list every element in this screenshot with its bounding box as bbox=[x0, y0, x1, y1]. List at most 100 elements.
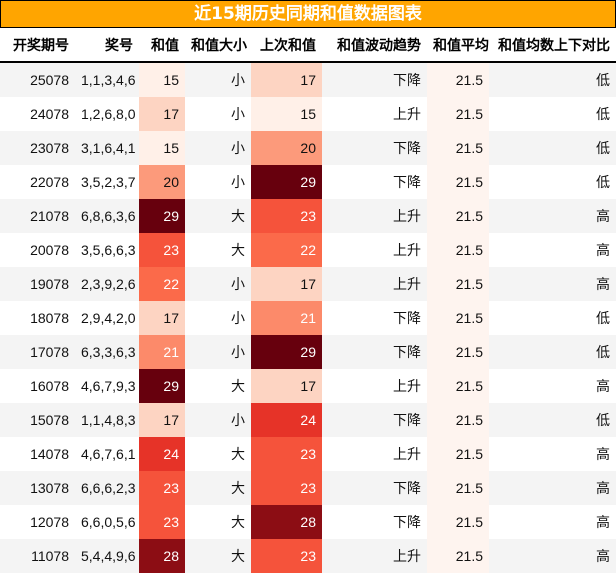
issue-cell: 11078 bbox=[0, 539, 75, 573]
sum-cell: 29 bbox=[139, 369, 185, 403]
compare-cell: 高 bbox=[489, 471, 616, 505]
trend-cell: 上升 bbox=[393, 378, 421, 394]
sum-cell: 17 bbox=[139, 97, 185, 131]
size-cell: 大 bbox=[185, 539, 251, 573]
issue-cell: 15078 bbox=[0, 403, 75, 437]
column-header: 开奖期号 bbox=[0, 28, 75, 63]
trend-cell: 下降 bbox=[322, 131, 427, 165]
sum-cell: 23 bbox=[139, 233, 185, 267]
column-header: 和值大小 bbox=[185, 28, 251, 63]
prev-sum-cell: 17 bbox=[251, 62, 322, 97]
prev-sum-cell: 20 bbox=[251, 131, 322, 165]
size-cell: 小 bbox=[185, 267, 251, 301]
table-row: 23078 3,1,6,4,1 15 小 20 下降 21.5 低 bbox=[0, 131, 616, 165]
sum-cell: 17 bbox=[139, 301, 185, 335]
compare-cell: 低 bbox=[489, 62, 616, 97]
compare-cell: 高 bbox=[596, 446, 610, 462]
prev-sum-cell: 15 bbox=[251, 97, 322, 131]
compare-cell: 低 bbox=[596, 106, 610, 122]
sum-cell: 23 bbox=[139, 471, 185, 505]
trend-cell: 下降 bbox=[393, 310, 421, 326]
size-cell: 大 bbox=[185, 471, 251, 505]
sum-cell: 15 bbox=[139, 131, 185, 165]
prev-sum-cell: 28 bbox=[251, 505, 322, 539]
issue-cell: 17078 bbox=[0, 335, 75, 369]
size-cell: 小 bbox=[185, 131, 251, 165]
numbers-cell: 2,3,9,2,6 bbox=[75, 267, 139, 301]
table-row: 22078 3,5,2,3,7 20 小 29 下降 21.5 低 bbox=[0, 165, 616, 199]
numbers-cell: 3,5,6,6,3 bbox=[81, 242, 136, 258]
table-row: 24078 1,2,6,8,0 17 小 15 上升 21.5 低 bbox=[0, 97, 616, 131]
issue-cell: 24078 bbox=[30, 106, 69, 122]
size-cell: 大 bbox=[231, 242, 245, 258]
numbers-cell: 1,1,3,4,6 bbox=[75, 62, 139, 97]
trend-cell: 上升 bbox=[393, 242, 421, 258]
sum-cell: 20 bbox=[139, 165, 185, 199]
table-row: 15078 1,1,4,8,3 17 小 24 下降 21.5 低 bbox=[0, 403, 616, 437]
issue-cell: 25078 bbox=[0, 62, 75, 97]
issue-cell: 19078 bbox=[0, 267, 75, 301]
table-row: 17078 6,3,3,6,3 21 小 29 下降 21.5 低 bbox=[0, 335, 616, 369]
sum-cell: 15 bbox=[139, 62, 185, 97]
sum-cell: 29 bbox=[139, 199, 185, 233]
prev-sum-cell: 24 bbox=[251, 403, 322, 437]
issue-cell: 20078 bbox=[30, 242, 69, 258]
sum-table: 开奖期号 奖号 和值 和值大小 上次和值 和值波动趋势 和值平均 和值均数上下对比 25078… bbox=[0, 28, 616, 573]
average-cell: 21.5 bbox=[427, 471, 489, 505]
numbers-cell: 1,2,6,8,0 bbox=[81, 106, 136, 122]
numbers-cell: 3,1,6,4,1 bbox=[75, 131, 139, 165]
trend-cell: 上升 bbox=[322, 267, 427, 301]
table-row: 18078 2,9,4,2,0 17 小 21 下降 21.5 低 bbox=[0, 301, 616, 335]
column-header: 和值 bbox=[139, 28, 185, 63]
table-row: 25078 1,1,3,4,6 15 小 17 下降 21.5 低 bbox=[0, 62, 616, 97]
trend-cell: 上升 bbox=[393, 446, 421, 462]
issue-cell: 21078 bbox=[0, 199, 75, 233]
average-cell: 21.5 bbox=[427, 165, 489, 199]
numbers-cell: 4,6,7,9,3 bbox=[81, 378, 136, 394]
trend-cell: 上升 bbox=[393, 106, 421, 122]
size-cell: 小 bbox=[231, 106, 245, 122]
issue-cell: 13078 bbox=[0, 471, 75, 505]
compare-cell: 低 bbox=[489, 403, 616, 437]
average-cell: 21.5 bbox=[427, 267, 489, 301]
trend-cell: 下降 bbox=[393, 514, 421, 530]
prev-sum-cell: 22 bbox=[251, 233, 322, 267]
numbers-cell: 6,3,3,6,3 bbox=[75, 335, 139, 369]
column-header: 奖号 bbox=[75, 28, 139, 63]
issue-cell: 14078 bbox=[30, 446, 69, 462]
column-header: 上次和值 bbox=[251, 28, 322, 63]
size-cell: 小 bbox=[231, 310, 245, 326]
compare-cell: 高 bbox=[596, 378, 610, 394]
numbers-cell: 6,8,6,3,6 bbox=[75, 199, 139, 233]
average-cell: 21.5 bbox=[427, 301, 489, 335]
prev-sum-cell: 17 bbox=[251, 369, 322, 403]
sum-cell: 22 bbox=[139, 267, 185, 301]
average-cell: 21.5 bbox=[427, 335, 489, 369]
prev-sum-cell: 29 bbox=[251, 335, 322, 369]
average-cell: 21.5 bbox=[427, 437, 489, 471]
trend-cell: 上升 bbox=[322, 199, 427, 233]
size-cell: 大 bbox=[231, 514, 245, 530]
trend-cell: 下降 bbox=[322, 62, 427, 97]
table-row: 20078 3,5,6,6,3 23 大 22 上升 21.5 高 bbox=[0, 233, 616, 267]
prev-sum-cell: 23 bbox=[251, 539, 322, 573]
trend-cell: 下降 bbox=[322, 471, 427, 505]
chart-title: 近15期历史同期和值数据图表 bbox=[0, 0, 616, 28]
issue-cell: 23078 bbox=[0, 131, 75, 165]
trend-cell: 下降 bbox=[322, 335, 427, 369]
numbers-cell: 5,4,4,9,6 bbox=[75, 539, 139, 573]
average-cell: 21.5 bbox=[427, 403, 489, 437]
table-row: 16078 4,6,7,9,3 29 大 17 上升 21.5 高 bbox=[0, 369, 616, 403]
prev-sum-cell: 23 bbox=[251, 199, 322, 233]
numbers-cell: 6,6,6,2,3 bbox=[75, 471, 139, 505]
average-cell: 21.5 bbox=[427, 233, 489, 267]
issue-cell: 12078 bbox=[30, 514, 69, 530]
size-cell: 小 bbox=[231, 174, 245, 190]
compare-cell: 高 bbox=[489, 267, 616, 301]
column-header: 和值波动趋势 bbox=[322, 28, 427, 63]
sum-cell: 28 bbox=[139, 539, 185, 573]
column-header: 和值平均 bbox=[427, 28, 489, 63]
numbers-cell: 4,6,7,6,1 bbox=[81, 446, 136, 462]
average-cell: 21.5 bbox=[427, 131, 489, 165]
prev-sum-cell: 23 bbox=[251, 437, 322, 471]
